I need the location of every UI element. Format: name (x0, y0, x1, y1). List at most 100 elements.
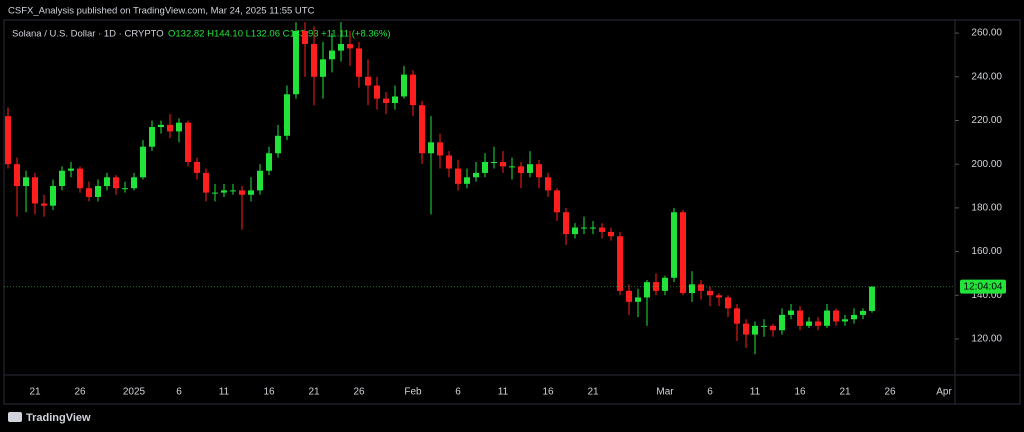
candle-body (527, 164, 533, 173)
logo-text: TradingView (26, 412, 91, 424)
candle-body (41, 203, 47, 206)
candle-body (509, 166, 515, 168)
candle-body (734, 308, 740, 324)
y-tick-label: 180.00 (971, 203, 1002, 214)
candle-body (608, 231, 614, 237)
candle-body (14, 164, 20, 187)
y-tick-label: 140.00 (971, 290, 1002, 301)
candle-body (725, 297, 731, 309)
x-tick-label: Apr (936, 387, 952, 398)
candle-body (392, 96, 398, 104)
candle-body (491, 162, 497, 163)
candle-body (662, 277, 668, 291)
candle-body (716, 295, 722, 298)
candle-body (761, 325, 767, 327)
candle-body (833, 310, 839, 322)
x-tick-label: 2025 (123, 387, 146, 398)
candle-body (257, 170, 263, 191)
x-tick-label: 26 (74, 387, 86, 398)
y-tick-label: 260.00 (971, 28, 1002, 39)
x-tick-label: 11 (750, 387, 761, 398)
candle-body (788, 310, 794, 315)
candle-body (455, 168, 461, 184)
candle-body (752, 325, 758, 335)
candle-body (680, 212, 686, 294)
ohlc-legend: O132.82 H144.10 L132.06 C143.93 +11.11 (… (168, 29, 391, 40)
candle-body (572, 227, 578, 235)
candle-body (743, 323, 749, 335)
candle-body (140, 146, 146, 178)
candle-body (230, 190, 236, 192)
candle-body (428, 142, 434, 154)
x-tick-label: 26 (884, 387, 896, 398)
candle-body (518, 166, 524, 173)
candle-body (698, 284, 704, 291)
candle-body (167, 124, 173, 132)
x-tick-label: 6 (707, 387, 713, 398)
symbol-title: Solana / U.S. Dollar · 1D · CRYPTO (12, 29, 164, 40)
candle-body (32, 177, 38, 204)
candle-body (851, 314, 857, 320)
candle-body (338, 44, 344, 51)
candle-body (86, 188, 92, 197)
candle-body (95, 186, 101, 197)
candle-body (365, 76, 371, 86)
candle-body (311, 44, 317, 77)
y-tick-label: 240.00 (971, 71, 1002, 82)
countdown-label: 12:04:04 (964, 281, 1003, 292)
candle-body (194, 162, 200, 173)
x-tick-label: Mar (656, 387, 674, 398)
candle-body (122, 188, 128, 190)
logo: TradingView (8, 412, 91, 424)
candle-body (617, 236, 623, 291)
x-tick-label: 21 (308, 387, 320, 398)
candle-body (104, 177, 110, 187)
logo-icon (8, 412, 22, 422)
candle-body (185, 122, 191, 162)
candle-body (374, 85, 380, 99)
candle-body (329, 50, 335, 60)
candle-body (176, 122, 182, 132)
candle-body (401, 74, 407, 97)
candle-body (482, 162, 488, 173)
candle-body (239, 190, 245, 195)
candle-body (473, 172, 479, 178)
candle-body (464, 177, 470, 184)
candle-body (77, 168, 83, 189)
x-tick-label: Feb (404, 387, 422, 398)
x-tick-label: 6 (455, 387, 461, 398)
candle-body (869, 286, 875, 311)
candle-body (203, 172, 209, 193)
candle-body (779, 314, 785, 331)
candle-body (563, 212, 569, 235)
candle-body (23, 177, 29, 187)
candle-body (275, 135, 281, 154)
candle-body (824, 310, 830, 326)
candle-body (545, 177, 551, 191)
candle-body (212, 192, 218, 194)
x-tick-label: 16 (542, 387, 554, 398)
candle-body (590, 227, 596, 229)
candle-body (446, 155, 452, 169)
candle-body (554, 190, 560, 213)
x-tick-label: 26 (353, 387, 365, 398)
publisher-line: CSFX_Analysis published on TradingView.c… (8, 6, 315, 17)
candle-body (653, 282, 659, 291)
x-tick-label: 21 (839, 387, 851, 398)
x-tick-label: 6 (176, 387, 182, 398)
candle-body (644, 282, 650, 298)
x-tick-label: 16 (794, 387, 806, 398)
candle-body (437, 142, 443, 156)
candle-body (689, 284, 695, 294)
candle-body (149, 127, 155, 147)
plot-area (5, 22, 875, 355)
candle-body (248, 190, 254, 195)
candle-body (221, 190, 227, 193)
candle-body (284, 94, 290, 136)
candle-body (68, 168, 74, 171)
y-tick-label: 120.00 (971, 334, 1002, 345)
candle-body (842, 319, 848, 322)
x-tick-label: 21 (587, 387, 599, 398)
